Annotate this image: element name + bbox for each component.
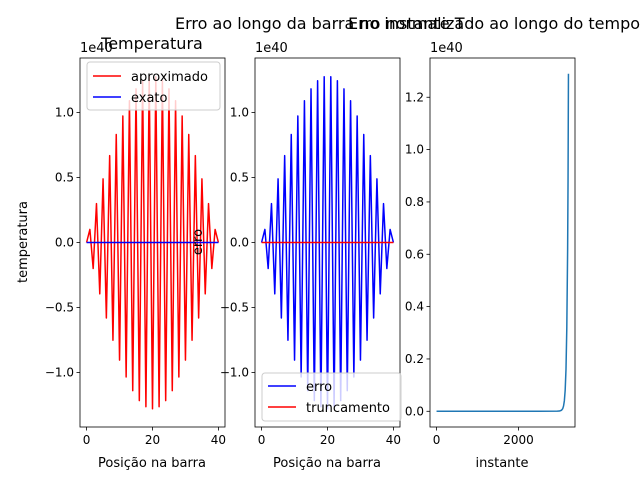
panel3-y-tick-label: 0.6 [405,247,424,261]
panel1-legend: aproximado exato [86,61,221,111]
panel2-y-tick-label: −1.0 [220,365,249,379]
panel-temperatura: 0 20 40−1.0−0.50.00.51.0 Temperatura 1e40 … [16,34,226,471]
panel2-y-tick-label: 0.0 [230,236,249,250]
panel2-ticks: 0 20 40 −1.0 −0.5 0.0 0.5 1.0 [220,106,401,447]
panel3-y-tick-label: 0.8 [405,195,424,209]
panel-erro-barra: 0 20 40 −1.0 −0.5 0.0 0.5 1.0 Erro ao longo da … [175,14,465,471]
panel2-xlabel: Posição na barra [273,456,381,471]
panel1-plot-lines [85,75,220,410]
panel1-legend-label-exato: exato [131,91,168,106]
panel2-y-tick-label: 0.5 [230,171,249,185]
panel2-x-tick-label: 20 [320,433,335,447]
panel3-offset-label: 1e40 [430,41,463,56]
panel2-y-tick-label: 1.0 [230,106,249,120]
panel1-x-tick-label: 20 [145,433,160,447]
panel3-y-tick-label: 1.0 [405,143,424,157]
panel1-x-tick-label: 0 [83,433,91,447]
panel1-y-tick-label: 0.0 [55,236,74,250]
panel3-title-clip-mask [620,0,640,40]
panel1-offset-label: 1e40 [80,41,113,56]
panel3-y-tick-label: 0.0 [405,404,424,418]
panel3-y-tick-label: 0.4 [405,300,424,314]
panel3-y-tick-label: 0.2 [405,352,424,366]
panel3-x-tick-label: 2000 [503,433,534,447]
panel2-legend-label-erro: erro [306,380,332,395]
panel1-xlabel: Posição na barra [98,456,206,471]
panel2-y-tick-label: −0.5 [220,300,249,314]
panel1-y-tick-label: 1.0 [55,106,74,120]
panel3-series-line-line [436,73,570,413]
panel3-axes-frame [429,57,576,428]
panel3-xlabel: instante [475,456,528,471]
panel1-y-tick-label: −1.0 [45,365,74,379]
panel1-y-tick-label: −0.5 [45,300,74,314]
panel2-x-tick-label: 0 [258,433,266,447]
panel1-legend-label-aproximado: aproximado [131,70,208,85]
panel2-legend-label-truncamento: truncamento [306,401,390,416]
panel3-title: Erro normalizado ao longo do tempo [348,14,640,33]
panel-erro-tempo: 0 2000 0.0 0.2 0.4 0.6 0.8 1.0 1.2 Erro normaliz… [348,0,640,471]
panel1-legend-box [86,61,221,111]
panel1-title: Temperatura [100,34,203,53]
panel1-y-tick-label: 0.5 [55,171,74,185]
panel2-legend-box [261,372,402,422]
panel3-ticks: 0 2000 0.0 0.2 0.4 0.6 0.8 1.0 1.2 [405,90,534,447]
panel3-x-tick-label: 0 [433,433,441,447]
panel3-y-tick-label: 1.2 [405,90,424,104]
panel2-title: Erro ao longo da barra no instante T [175,14,465,33]
panel1-ticks: 0 20 40 −1.0 −0.5 0.0 0.5 1.0 [45,106,226,447]
panel1-x-tick-label: 40 [211,433,226,447]
panel2-ylabel: erro [191,229,206,255]
panel1-ylabel: temperatura [16,201,31,283]
panel3-plot-lines [436,73,570,413]
panel2-x-tick-label: 40 [386,433,401,447]
panel2-offset-label: 1e40 [255,41,288,56]
panel1-series-aproximado-line [85,75,220,410]
panel2-legend: erro truncamento [261,372,402,422]
